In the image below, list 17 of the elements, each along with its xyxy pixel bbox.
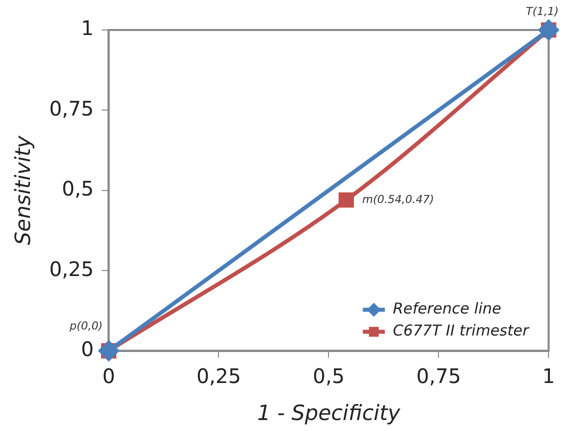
x-tick-label: 1 [542, 364, 556, 388]
y-tick-label: 0,75 [49, 96, 94, 120]
y-axis-title: Sensitivity [11, 135, 36, 246]
y-tick-label: 0 [80, 337, 94, 362]
x-tick-label: 0,5 [312, 364, 345, 388]
y-tick-label: 1 [80, 16, 94, 40]
legend-label: C677T II trimester [392, 322, 530, 340]
legend-label: Reference line [392, 300, 502, 318]
x-tick-label: 0 [102, 364, 116, 388]
x-tick-label: 0,25 [196, 364, 241, 388]
x-tick-label: 0,75 [416, 364, 461, 388]
y-tick-label: 0,25 [49, 256, 94, 281]
annotation: p(0,0) [68, 320, 103, 333]
x-axis-title: 1 - Specificity [257, 400, 401, 425]
annotation: m(0.54,0.47) [362, 192, 434, 206]
annotation: T(1,1) [526, 4, 559, 18]
y-tick-label: 0,5 [62, 176, 94, 201]
